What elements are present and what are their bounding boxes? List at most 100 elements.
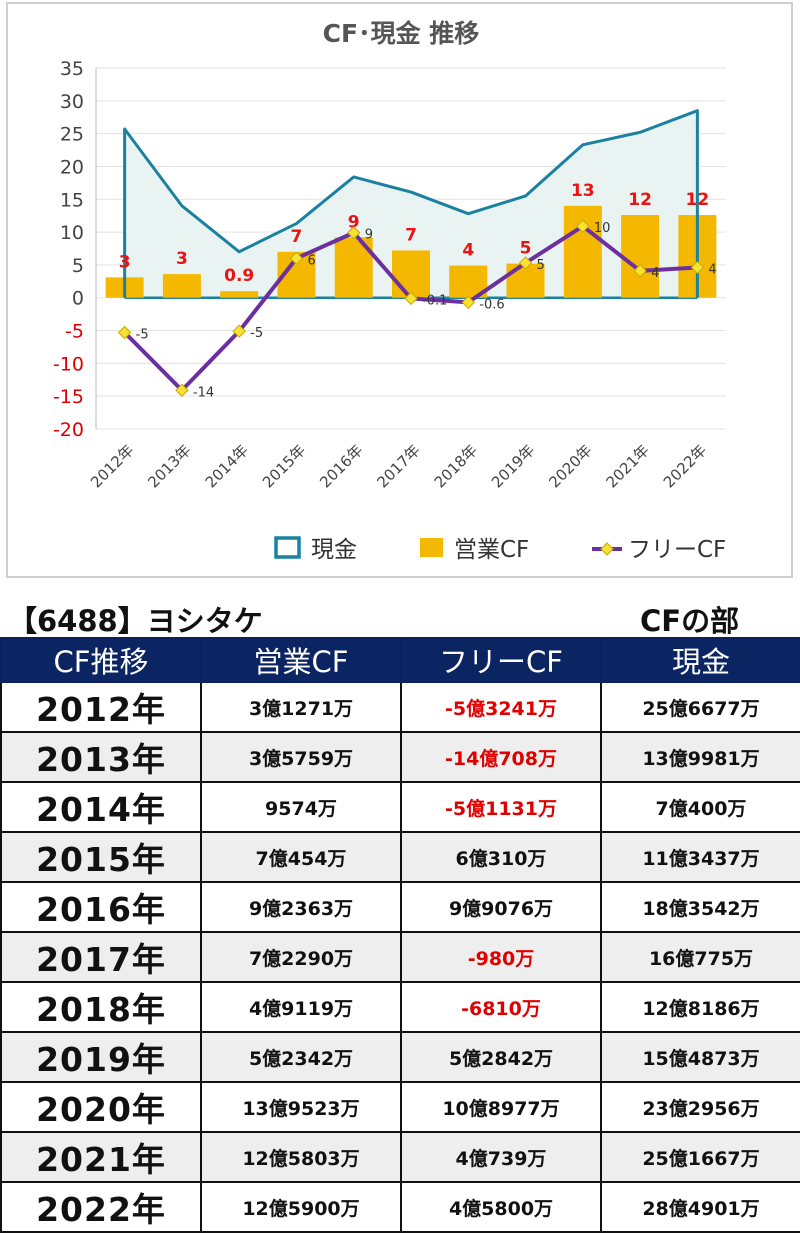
operating-cf-bar: [220, 291, 259, 298]
column-header-operating-cf: 営業CF: [200, 637, 402, 683]
cash-cell: 28億4901万: [600, 1181, 800, 1233]
operating-cf-label: 13: [571, 181, 595, 201]
cash-cell: 15億4873万: [600, 1031, 800, 1083]
y-tick-label: -20: [53, 419, 84, 441]
free-cf-cell: 6億310万: [400, 831, 602, 883]
legend-cash-label: 現金: [311, 537, 357, 563]
operating-cf-label: 5: [520, 239, 532, 259]
cf-cash-chart: CF･現金 推移 35 30 25 20 15 10 5 0 -5 -10 -15 -20 3 3 0.9 7 9…: [53, 19, 726, 563]
free-cf-point: [461, 295, 475, 310]
operating-cf-bar: [621, 215, 660, 298]
free-cf-point: [175, 383, 189, 397]
operating-cf-label: 7: [291, 227, 303, 247]
y-tick-label: -15: [53, 386, 84, 408]
x-tick-label: 2020年: [545, 441, 595, 491]
free-cf-label: 4: [651, 266, 659, 281]
y-tick-label: -5: [65, 321, 84, 343]
free-cf-cell: 5億2842万: [400, 1031, 602, 1083]
y-tick-label: 15: [60, 189, 84, 211]
cash-cell: 11億3437万: [600, 831, 800, 883]
section-title: CFの部: [640, 604, 740, 638]
table-row: 2015年 7億454万 6億310万 11億3437万: [0, 831, 800, 883]
free-cf-label: -0.1: [422, 293, 447, 308]
operating-cf-cell: 12億5803万: [200, 1131, 402, 1183]
cash-line: [123, 109, 699, 298]
y-tick-label: 0: [72, 288, 84, 310]
operating-cf-cell: 13億9523万: [200, 1081, 402, 1133]
free-cf-label: -5: [136, 328, 149, 343]
y-tick-label: 25: [60, 124, 84, 146]
table-header-row: CF推移 営業CF フリーCF 現金: [0, 637, 800, 683]
free-cf-cell: -6810万: [400, 981, 602, 1033]
chart-panel: CF･現金 推移 35 30 25 20 15 10 5 0 -5 -10 -15 -20 3 3 0.9 7 9…: [6, 2, 793, 578]
x-tick-label: 2013年: [144, 441, 194, 491]
cash-cell: 7億400万: [600, 781, 800, 833]
year-cell: 2022年: [0, 1181, 202, 1233]
table-row: 2016年 9億2363万 9億9076万 18億3542万: [0, 881, 800, 933]
cash-cell: 12億8186万: [600, 981, 800, 1033]
x-tick-label: 2019年: [488, 441, 538, 491]
operating-cf-cell: 5億2342万: [200, 1031, 402, 1083]
free-cf-cell: 9億9076万: [400, 881, 602, 933]
x-tick-label: 2014年: [202, 441, 252, 491]
table-row: 2017年 7億2290万 -980万 16億775万: [0, 931, 800, 983]
free-cf-label: -0.6: [479, 297, 504, 312]
operating-cf-label: 3: [119, 252, 131, 272]
operating-cf-label: 3: [176, 249, 188, 269]
y-tick-label: 10: [60, 222, 84, 244]
operating-cf-cell: 4億9119万: [200, 981, 402, 1033]
operating-cf-cell: 12億5900万: [200, 1181, 402, 1233]
year-cell: 2012年: [0, 681, 202, 733]
free-cf-point: [289, 251, 304, 266]
table-row: 2013年 3億5759万 -14億708万 13億9981万: [0, 731, 800, 783]
cash-cell: 13億9981万: [600, 731, 800, 783]
table-row: 2018年 4億9119万 -6810万 12億8186万: [0, 981, 800, 1033]
operating-cf-label: 12: [686, 190, 710, 210]
free-cf-point: [633, 264, 647, 278]
operating-cf-label: 4: [462, 241, 474, 261]
column-header-cash: 現金: [600, 637, 800, 683]
free-cf-label: -14: [193, 385, 214, 400]
cash-cell: 16億775万: [600, 931, 800, 983]
free-cf-cell: -5億1131万: [400, 781, 602, 833]
free-cf-point: [690, 260, 705, 275]
legend-operating-cf-label: 営業CF: [454, 537, 529, 563]
free-cf-cell: 10億8977万: [400, 1081, 602, 1133]
free-cf-point: [518, 256, 533, 270]
free-cf-cell: -5億3241万: [400, 681, 602, 733]
table-row: 2021年 12億5803万 4億739万 25億1667万: [0, 1131, 800, 1183]
free-cf-label: 4: [708, 263, 716, 278]
column-header-free-cf: フリーCF: [400, 637, 602, 683]
year-cell: 2017年: [0, 931, 202, 983]
y-tick-label: -10: [53, 353, 84, 375]
free-cf-point: [576, 219, 590, 233]
table-row: 2019年 5億2342万 5億2842万 15億4873万: [0, 1031, 800, 1083]
free-cf-point: [404, 291, 418, 306]
operating-cf-cell: 7億2290万: [200, 931, 402, 983]
cash-area: [124, 110, 698, 298]
cf-table: CF推移 営業CF フリーCF 現金 2012年 3億1271万 -5億3241万 2…: [0, 637, 800, 1233]
year-cell: 2016年: [0, 881, 202, 933]
year-cell: 2015年: [0, 831, 202, 883]
operating-cf-label: 9: [348, 212, 360, 232]
table-row: 2012年 3億1271万 -5億3241万 25億6677万: [0, 681, 800, 733]
company-title: 【6488】ヨシタケ: [8, 604, 263, 638]
free-cf-point: [117, 325, 132, 340]
y-tick-label: 5: [72, 255, 84, 277]
cash-cell: 25億1667万: [600, 1131, 800, 1183]
cash-cell: 18億3542万: [600, 881, 800, 933]
x-tick-label: 2016年: [316, 441, 366, 491]
y-tick-label: 30: [60, 91, 84, 113]
legend-cash-swatch: [274, 536, 301, 559]
cash-cell: 25億6677万: [600, 681, 800, 733]
y-tick-label: 20: [60, 156, 84, 178]
free-cf-cell: 4億5800万: [400, 1181, 602, 1233]
x-tick-label: 2017年: [373, 441, 423, 491]
free-cf-point: [232, 324, 246, 338]
free-cf-label: 10: [594, 221, 611, 236]
free-cf-cell: -14億708万: [400, 731, 602, 783]
operating-cf-label: 0.9: [224, 266, 254, 286]
operating-cf-cell: 3億1271万: [200, 681, 402, 733]
x-tick-label: 2022年: [660, 441, 710, 491]
year-cell: 2019年: [0, 1031, 202, 1083]
